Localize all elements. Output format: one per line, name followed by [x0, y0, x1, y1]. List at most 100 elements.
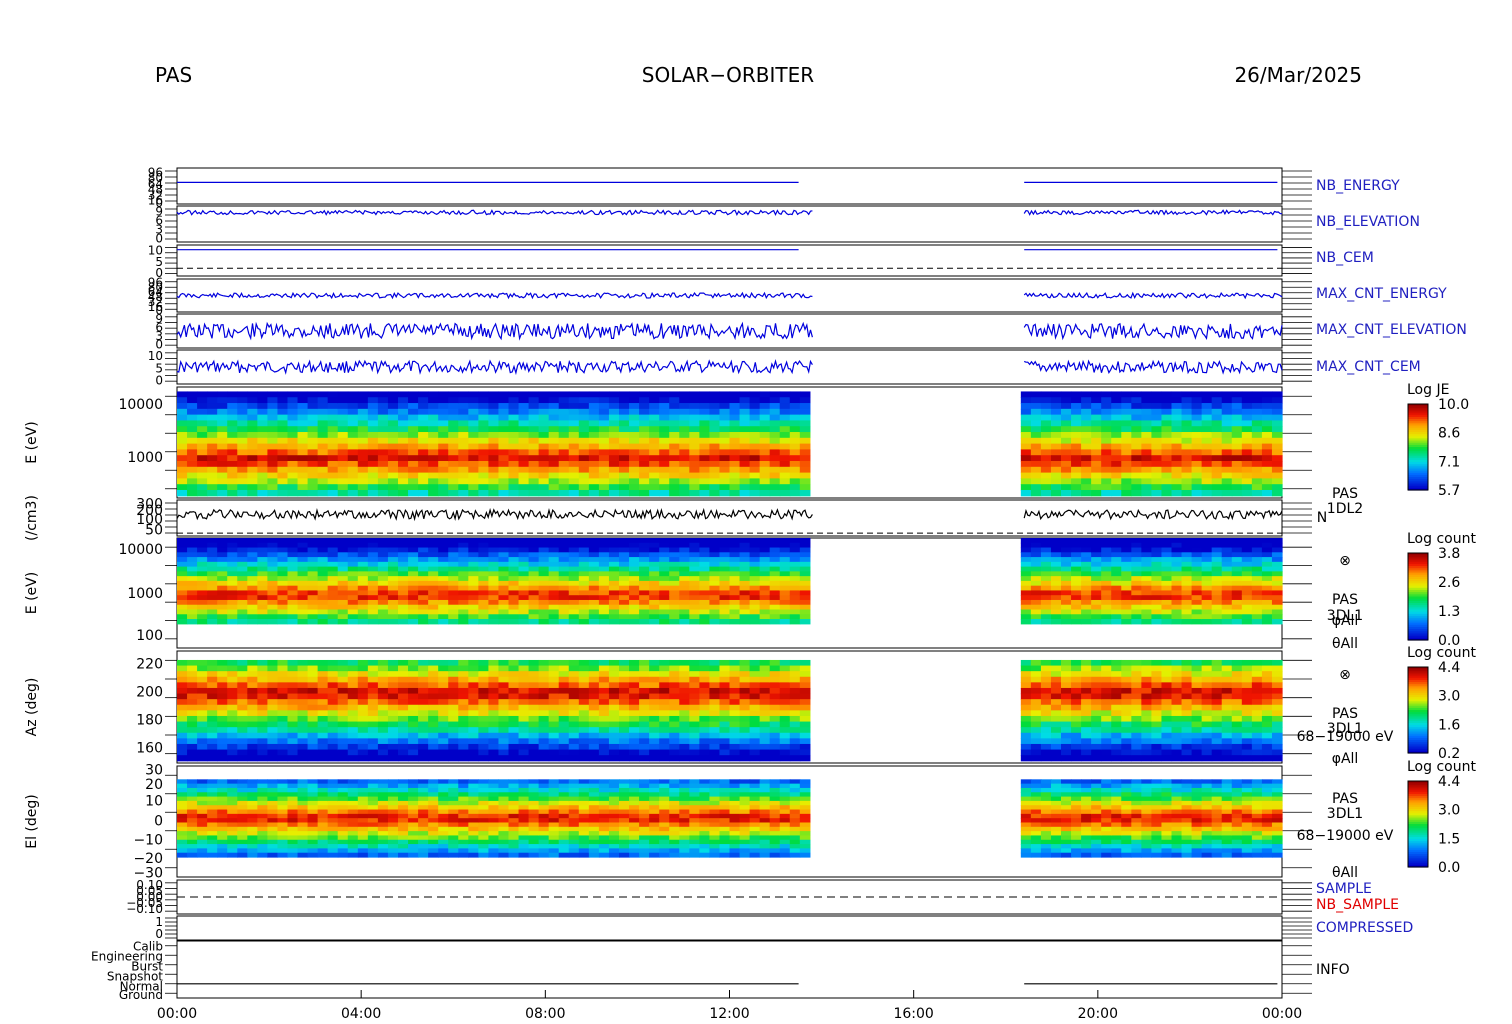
heatmap-cell [257, 478, 268, 484]
heatmap-cell [378, 403, 389, 409]
heatmap-cell [428, 415, 439, 421]
heatmap-cell [1272, 455, 1283, 461]
heatmap-cell [1252, 548, 1263, 553]
heatmap-cell [1051, 444, 1062, 450]
heatmap-cell [428, 586, 439, 591]
heatmap-cell [679, 449, 690, 455]
heatmap-cell [358, 557, 369, 562]
heatmap-cell [770, 660, 781, 666]
heatmap-cell [649, 567, 660, 572]
heatmap-cell [659, 548, 670, 553]
heatmap-cell [277, 581, 288, 586]
heatmap-cell [1172, 590, 1183, 595]
heatmap-cell [388, 738, 399, 744]
heatmap-cell [509, 415, 520, 421]
heatmap-cell [207, 426, 218, 432]
heatmap-cell [438, 727, 449, 733]
heatmap-cell [649, 666, 660, 672]
heatmap-cell [448, 614, 459, 619]
heatmap-cell [308, 576, 319, 581]
heatmap-cell [247, 699, 258, 705]
heatmap-cell [288, 738, 299, 744]
heatmap-cell [730, 744, 741, 750]
heatmap-cell [408, 600, 419, 605]
heatmap-cell [418, 444, 429, 450]
heatmap-cell [569, 391, 580, 397]
heatmap-cell [1051, 552, 1062, 557]
heatmap-cell [1212, 432, 1223, 438]
heatmap-cell [328, 576, 339, 581]
heatmap-cell [730, 444, 741, 450]
heatmap-cell [1051, 432, 1062, 438]
heatmap-cell [1111, 571, 1122, 576]
heatmap-cell [448, 660, 459, 666]
heatmap-cell [448, 605, 459, 610]
heatmap-cell [378, 660, 389, 666]
heatmap-cell [629, 409, 640, 415]
heatmap-cell [1041, 619, 1052, 624]
heatmap-cell [1182, 455, 1193, 461]
heatmap-cell [589, 478, 600, 484]
heatmap-cell [388, 571, 399, 576]
heatmap-cell [559, 738, 570, 744]
heatmap-cell [639, 557, 650, 562]
heatmap-cell [709, 478, 720, 484]
heatmap-cell [1151, 567, 1162, 572]
heatmap-cell [197, 660, 208, 666]
heatmap-cell [318, 571, 329, 576]
heatmap-cell [1121, 543, 1132, 548]
heatmap-cell [740, 484, 751, 490]
heatmap-cell [1031, 605, 1042, 610]
heatmap-cell [780, 727, 791, 733]
heatmap-cell [639, 666, 650, 672]
heatmap-cell [257, 722, 268, 728]
heatmap-cell [559, 543, 570, 548]
heatmap-cell [1252, 605, 1263, 610]
panel-compressed: 10 [155, 915, 1312, 941]
heatmap-cell [639, 478, 650, 484]
heatmap-cell [1101, 461, 1112, 467]
heatmap-cell [730, 571, 741, 576]
heatmap-cell [257, 397, 268, 403]
heatmap-cell [388, 610, 399, 615]
heatmap-cell [760, 682, 771, 688]
heatmap-cell [1051, 738, 1062, 744]
heatmap-cell [1041, 543, 1052, 548]
heatmap-cell [1111, 403, 1122, 409]
heatmap-cell [1021, 727, 1032, 733]
heatmap-cell [348, 403, 359, 409]
heatmap-cell [388, 484, 399, 490]
heatmap-cell [277, 738, 288, 744]
heatmap-cell [378, 614, 389, 619]
heatmap-cell [1232, 605, 1243, 610]
heatmap-cell [1202, 415, 1213, 421]
heatmap-cell [549, 677, 560, 683]
heatmap-cell [719, 543, 730, 548]
heatmap-cell [559, 610, 570, 615]
heatmap-cell [679, 590, 690, 595]
heatmap-cell [780, 671, 791, 677]
heatmap-cell [770, 543, 781, 548]
heatmap-cell [257, 562, 268, 567]
heatmap-cell [1212, 581, 1223, 586]
heatmap-cell [308, 455, 319, 461]
heatmap-cell [689, 444, 700, 450]
heatmap-cell [509, 397, 520, 403]
heatmap-cell [298, 705, 309, 711]
heatmap-cell [288, 467, 299, 473]
heatmap-cell [277, 600, 288, 605]
heatmap-cell [358, 391, 369, 397]
heatmap-cell [1081, 552, 1092, 557]
series-line [177, 210, 1282, 214]
heatmap-cell [1151, 438, 1162, 444]
heatmap-cell [288, 727, 299, 733]
heatmap-cell [237, 562, 248, 567]
heatmap-cell [398, 677, 409, 683]
heatmap-cell [358, 716, 369, 722]
heatmap-cell [277, 576, 288, 581]
heatmap-cell [770, 610, 781, 615]
heatmap-cell [609, 586, 620, 591]
heatmap-cell [730, 671, 741, 677]
heatmap-cell [649, 455, 660, 461]
heatmap-cell [619, 444, 630, 450]
